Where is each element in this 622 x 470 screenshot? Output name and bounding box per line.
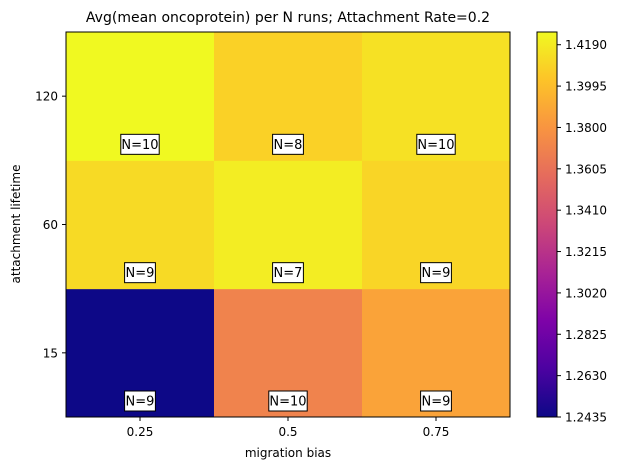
colorbar-tick-label: 1.4190 (565, 38, 607, 52)
count-label-box (124, 262, 156, 284)
count-label: N=9 (422, 266, 451, 281)
count-label-box (416, 133, 456, 155)
colorbar-tick-label: 1.2435 (565, 411, 607, 425)
y-axis: 15 60 120 (35, 90, 66, 360)
count-label-box (272, 262, 304, 284)
count-label-box (420, 390, 452, 412)
y-tick-label: 60 (43, 218, 58, 232)
count-label: N=10 (417, 138, 454, 153)
chart-title: Avg(mean oncoprotein) per N runs; Attach… (86, 10, 490, 26)
colorbar-tick-label: 1.3020 (565, 286, 607, 300)
colorbar (536, 31, 558, 418)
colorbar-tick-label: 1.2825 (565, 328, 607, 342)
count-label: N=10 (121, 138, 158, 153)
x-axis-label: migration bias (245, 446, 331, 460)
colorbar-tick-label: 1.3800 (565, 121, 607, 135)
y-tick-label: 120 (35, 90, 58, 104)
x-tick-label: 0.75 (423, 425, 450, 439)
colorbar-tick-label: 1.3410 (565, 204, 607, 218)
count-label-box (272, 133, 304, 155)
heatmap-cells (66, 32, 511, 418)
count-label: N=7 (274, 266, 303, 281)
count-label-box (120, 133, 160, 155)
colorbar-tick-label: 1.3215 (565, 245, 607, 259)
colorbar-ticks: 1.2435 1.2630 1.2825 1.3020 1.3215 1.3410 1.36… (557, 38, 607, 425)
y-axis-label: attachment lifetime (9, 165, 23, 284)
count-labels: N=9 N=10 N=9 N=9 N=7 N=9 N=10 N=8 N=10 (120, 133, 456, 412)
count-label: N=9 (126, 266, 155, 281)
count-label: N=8 (274, 138, 303, 153)
x-axis: 0.25 0.5 0.75 (127, 417, 450, 439)
count-label: N=10 (269, 395, 306, 410)
x-tick-label: 0.5 (278, 425, 297, 439)
x-tick-label: 0.25 (127, 425, 154, 439)
colorbar-tick-label: 1.2630 (565, 369, 607, 383)
count-label-box (268, 390, 308, 412)
count-label-box (420, 262, 452, 284)
y-tick-label: 15 (43, 346, 58, 360)
count-label: N=9 (422, 395, 451, 410)
count-label: N=9 (126, 395, 155, 410)
colorbar-tick-label: 1.3995 (565, 80, 607, 94)
colorbar-tick-label: 1.3605 (565, 162, 607, 176)
count-label-box (124, 390, 156, 412)
